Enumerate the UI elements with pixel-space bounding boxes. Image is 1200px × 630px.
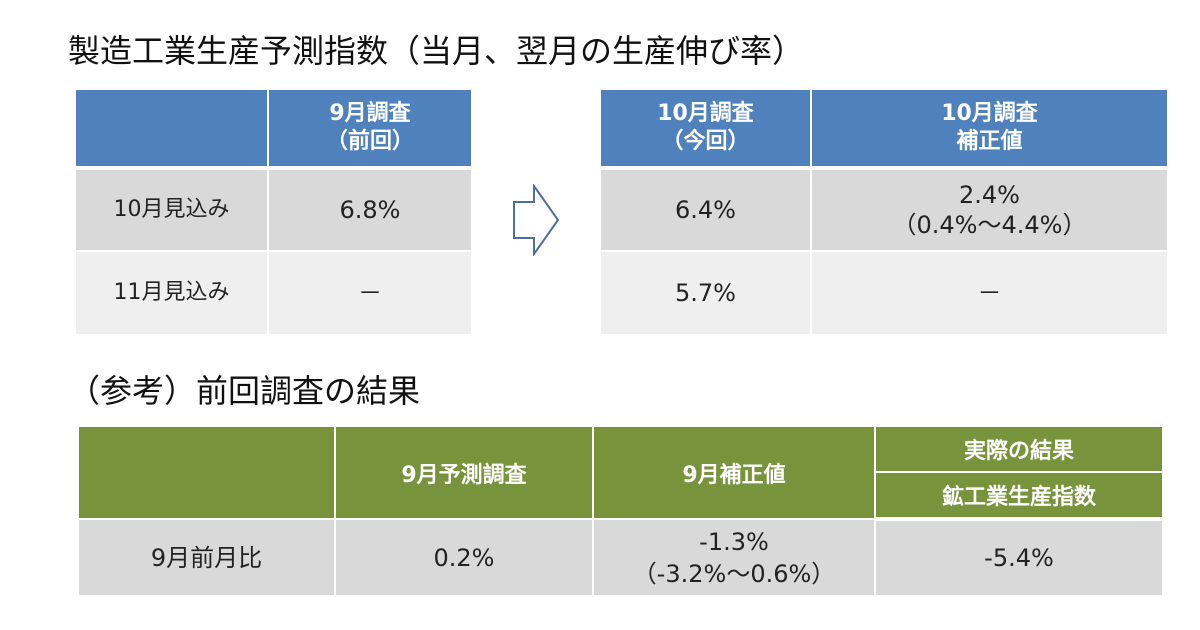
header-empty-cell (79, 427, 336, 520)
reference-subtitle: （参考）前回調査の結果 (68, 372, 421, 410)
right-arrow-outline-icon (513, 184, 560, 256)
header-line: 9月調査 (329, 101, 411, 126)
corrected-range: （-3.2%～0.6%） (632, 559, 836, 588)
forecast-value: 0.2% (335, 519, 594, 595)
previous-survey-table: 9月調査 （前回） 10月見込み 6.8% 11月見込み － (76, 90, 471, 336)
table-row: 5.7% － (601, 251, 1167, 336)
table-header-row: 10月調査 （今回） 10月調査 補正値 (601, 90, 1167, 170)
header-line: （今回） (661, 129, 750, 154)
row-value: 6.8% (268, 168, 471, 252)
header-production-index: 鉱工業生産指数 (875, 472, 1162, 521)
header-line: 10月調査 (657, 101, 754, 126)
table-row: 10月見込み 6.8% (76, 168, 471, 252)
corrected-main: -1.3% (699, 527, 769, 556)
table-header-row: 鉱工業生産指数 (79, 472, 1162, 521)
corrected-value: 2.4% （0.4%～4.4%） (811, 168, 1167, 252)
header-forecast-survey: 9月予測調査 (335, 427, 594, 520)
row-label: 10月見込み (76, 168, 269, 252)
actual-value: -5.4% (875, 519, 1162, 595)
current-survey-table: 10月調査 （今回） 10月調査 補正値 6.4% 2.4% （0.4%～4.4… (601, 90, 1167, 336)
header-corrected-value: 10月調査 補正値 (811, 90, 1167, 170)
header-line: 10月調査 (941, 101, 1038, 126)
corrected-range: （0.4%～4.4%） (892, 211, 1087, 239)
header-previous-survey: 9月調査 （前回） (268, 90, 471, 170)
current-value: 6.4% (601, 168, 812, 252)
corrected-value: － (811, 251, 1167, 336)
header-corrected-value: 9月補正値 (593, 427, 876, 520)
row-label: 11月見込み (76, 251, 269, 336)
header-line: 補正値 (956, 129, 1023, 154)
header-actual-result: 実際の結果 (875, 427, 1162, 473)
table-header-row: 9月予測調査 9月補正値 実際の結果 (79, 427, 1162, 520)
table-header-row: 9月調査 （前回） (76, 90, 471, 170)
corrected-value: -1.3% （-3.2%～0.6%） (593, 519, 876, 595)
row-label: 9月前月比 (79, 519, 336, 595)
corrected-main: － (977, 279, 1002, 307)
header-current-survey: 10月調査 （今回） (601, 90, 812, 170)
table-row: 9月前月比 0.2% -1.3% （-3.2%～0.6%） -5.4% (79, 519, 1162, 595)
header-line: （前回） (325, 129, 414, 154)
row-value: － (268, 251, 471, 336)
table-row: 11月見込み － (76, 251, 471, 336)
current-value: 5.7% (601, 251, 812, 336)
table-row: 6.4% 2.4% （0.4%～4.4%） (601, 168, 1167, 252)
header-empty-cell (76, 90, 269, 170)
page-title: 製造工業生産予測指数（当月、翌月の生産伸び率） (68, 32, 805, 70)
reference-results-table: 9月予測調査 9月補正値 実際の結果 鉱工業生産指数 9月前月比 0.2% -1… (79, 427, 1162, 595)
corrected-main: 2.4% (959, 181, 1020, 209)
